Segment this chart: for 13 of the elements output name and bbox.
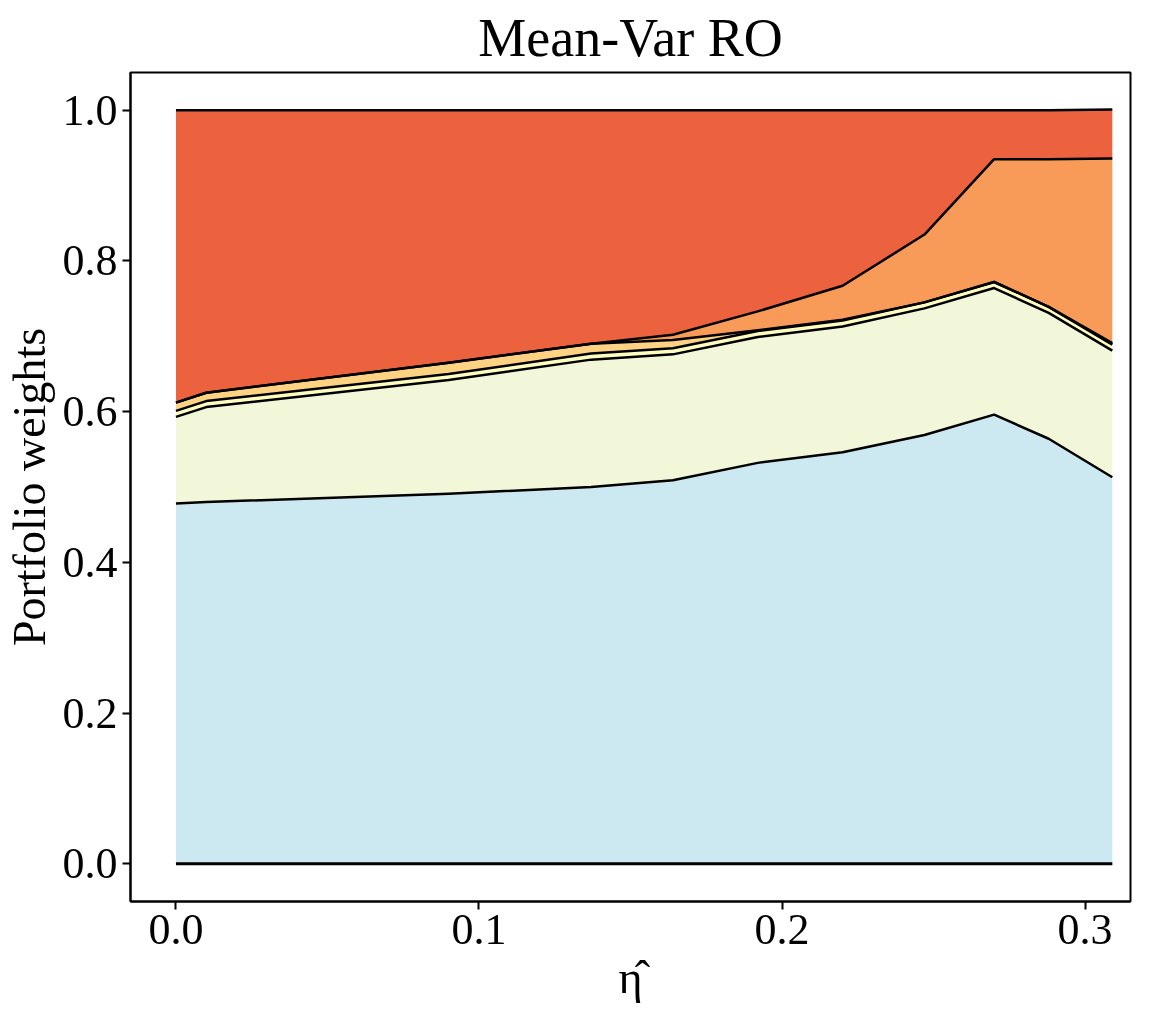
y-axis-title: Portfolio weights [3,327,55,647]
x-axis-title: η̂ [618,951,651,1003]
x-tick-label: 0.0 [148,904,204,954]
x-tick-label: 0.2 [754,904,810,954]
y-tick-label: 1.0 [62,85,118,135]
x-tick-label: 0.3 [1057,904,1113,954]
y-tick-label: 0.0 [62,839,118,889]
chart-title: Mean-Var RO [478,7,783,68]
y-tick-label: 0.6 [62,387,118,437]
y-tick-label: 0.2 [62,688,118,738]
y-tick-label: 0.4 [62,537,118,587]
y-tick-label: 0.8 [62,236,118,286]
x-tick-label: 0.1 [451,904,507,954]
